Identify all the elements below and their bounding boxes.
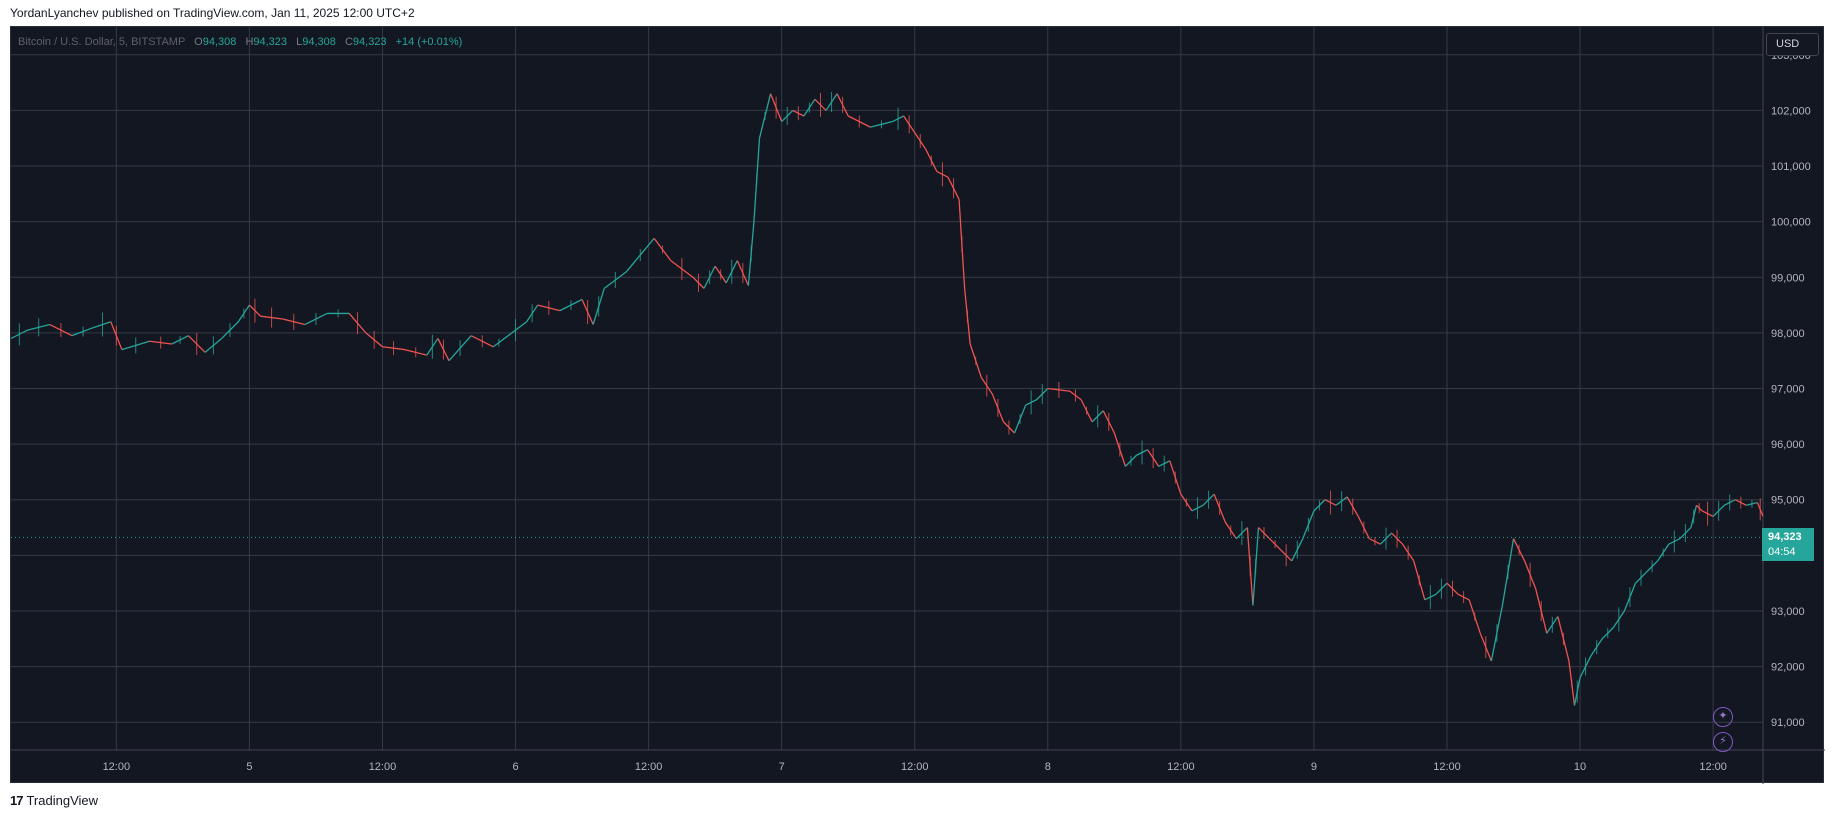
legend-high-label: H bbox=[245, 36, 254, 48]
price-tick-label: 97,000 bbox=[1771, 384, 1805, 396]
price-chart[interactable]: 91,00092,00093,00094,00095,00096,00097,0… bbox=[11, 27, 1825, 784]
bar-countdown: 04:54 bbox=[1768, 546, 1796, 558]
last-price-value: 94,323 bbox=[1768, 531, 1802, 543]
last-price-badge: 94,323 04:54 bbox=[1762, 528, 1814, 561]
legend-low-label: L bbox=[296, 36, 303, 48]
price-tick-label: 93,000 bbox=[1771, 606, 1805, 618]
chart-area[interactable]: 91,00092,00093,00094,00095,00096,00097,0… bbox=[10, 26, 1825, 784]
time-tick-label: 8 bbox=[1045, 761, 1051, 773]
time-tick-label: 7 bbox=[779, 761, 785, 773]
time-tick-label: 9 bbox=[1311, 761, 1317, 773]
time-tick-label: 12:00 bbox=[369, 761, 397, 773]
lightning-icon[interactable]: ⚡ bbox=[1713, 732, 1733, 752]
legend-low-value: 94,308 bbox=[302, 36, 336, 48]
time-tick-label: 5 bbox=[246, 761, 252, 773]
price-tick-label: 102,000 bbox=[1771, 105, 1811, 117]
price-tick-label: 100,000 bbox=[1771, 217, 1811, 229]
price-tick-label: 98,000 bbox=[1771, 328, 1805, 340]
sparkle-icon[interactable]: ✦ bbox=[1713, 707, 1733, 727]
time-tick-label: 12:00 bbox=[103, 761, 131, 773]
currency-button[interactable]: USD bbox=[1766, 33, 1819, 56]
legend-close-label: C bbox=[344, 36, 353, 48]
legend-close-value: 94,323 bbox=[352, 36, 387, 48]
time-tick-label: 12:00 bbox=[1433, 761, 1461, 773]
published-by-text: YordanLyanchev published on TradingView.… bbox=[10, 6, 415, 20]
price-tick-label: 101,000 bbox=[1771, 161, 1811, 173]
time-tick-label: 12:00 bbox=[635, 761, 663, 773]
price-tick-label: 91,000 bbox=[1771, 717, 1805, 729]
time-tick-label: 12:00 bbox=[1167, 761, 1195, 773]
time-tick-label: 10 bbox=[1574, 761, 1586, 773]
legend-change: +14 (+0.01%) bbox=[395, 36, 463, 48]
time-tick-label: 12:00 bbox=[901, 761, 929, 773]
legend-open-value: 94,308 bbox=[202, 36, 237, 48]
price-tick-label: 96,000 bbox=[1771, 439, 1805, 451]
price-tick-label: 92,000 bbox=[1771, 662, 1805, 674]
tradingview-logo-icon: 17 bbox=[10, 793, 24, 808]
price-tick-label: 95,000 bbox=[1771, 495, 1805, 507]
legend-high-value: 94,323 bbox=[253, 36, 288, 48]
legend-symbol: Bitcoin / U.S. Dollar, 5, BITSTAMP bbox=[18, 36, 186, 48]
symbol-legend: Bitcoin / U.S. Dollar, 5, BITSTAMP O94,3… bbox=[18, 36, 462, 48]
price-tick-label: 99,000 bbox=[1771, 272, 1805, 284]
footer-brand: TradingView bbox=[26, 793, 99, 808]
time-tick-label: 6 bbox=[512, 761, 518, 773]
legend-open-label: O bbox=[194, 36, 203, 48]
footer: 17 TradingView bbox=[10, 793, 98, 808]
time-tick-label: 12:00 bbox=[1699, 761, 1727, 773]
